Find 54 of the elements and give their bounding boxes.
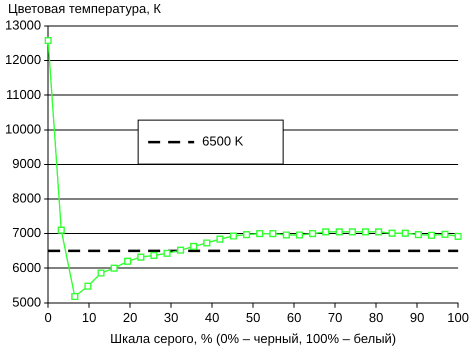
y-tick-label: 10000	[4, 121, 42, 136]
point	[402, 230, 409, 237]
y-axis-title: Цветовая температура, К	[8, 1, 162, 16]
point	[216, 236, 224, 243]
point	[388, 230, 396, 237]
point	[348, 228, 356, 236]
y-tick-label: 6000	[12, 260, 42, 275]
point	[58, 226, 65, 234]
x-tick-label: 50	[246, 310, 260, 326]
point	[362, 228, 369, 236]
point	[256, 230, 264, 238]
point	[322, 228, 330, 236]
point	[282, 232, 290, 238]
point	[164, 250, 171, 257]
point	[428, 232, 435, 239]
y-tick-label: 5000	[12, 294, 42, 310]
x-axis-title: Шкала серого, % (0% – черный, 100% – белый)	[110, 330, 396, 346]
point	[190, 242, 198, 250]
point	[98, 270, 105, 277]
x-tick-label: 10	[82, 310, 96, 326]
y-tick-label: 8000	[12, 190, 42, 206]
point	[44, 37, 52, 44]
point	[203, 239, 210, 246]
y-tick-label: 11000	[6, 86, 42, 102]
point	[414, 231, 422, 238]
x-tick-label: 60	[286, 310, 302, 326]
point	[309, 230, 316, 238]
y-tick-label: 12000	[4, 52, 42, 68]
point	[243, 231, 250, 238]
y-tick-label: 9000	[12, 156, 42, 171]
point	[137, 254, 144, 261]
x-tick-label: 0	[44, 310, 52, 326]
point	[336, 228, 343, 236]
point	[150, 252, 158, 259]
x-tick-label: 70	[328, 310, 342, 326]
point	[296, 232, 303, 238]
point	[110, 264, 118, 272]
x-tick-label: 80	[368, 310, 384, 326]
point	[454, 232, 462, 240]
point	[124, 258, 132, 265]
x-tick-label: 100	[447, 310, 470, 326]
x-tick-label: 40	[204, 310, 220, 326]
point	[84, 282, 92, 290]
x-tick-label: 20	[122, 310, 138, 326]
point	[71, 293, 78, 300]
x-tick-label: 90	[410, 310, 424, 326]
y-tick-label: 7000	[12, 225, 42, 240]
point	[177, 246, 184, 254]
point	[442, 230, 449, 238]
point	[375, 228, 382, 236]
point	[269, 230, 276, 238]
x-tick-label: 30	[164, 310, 178, 326]
legend-label: 6500 K	[202, 134, 244, 149]
y-tick-label: 13000	[4, 18, 42, 33]
